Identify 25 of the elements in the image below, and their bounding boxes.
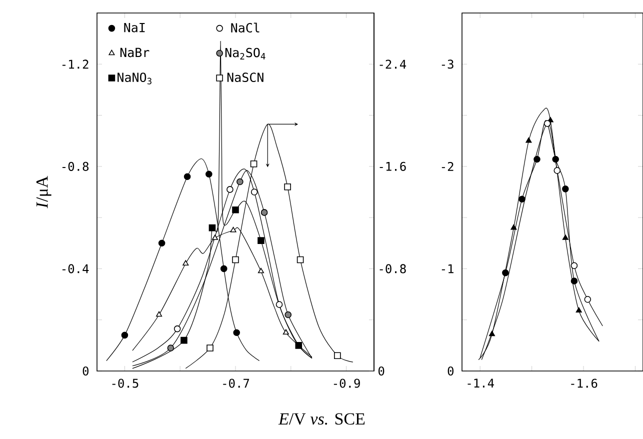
y-tick-label: -0.8 — [62, 162, 89, 171]
x-tick-label: -1.4 — [468, 378, 494, 388]
y2-tick-label: -1.6 — [380, 162, 406, 171]
y-tick-label: 0 — [448, 366, 454, 376]
legend-label: NaI — [124, 22, 145, 32]
y-tick-label: -3 — [442, 60, 454, 69]
y-tick-label: 0 — [82, 366, 88, 376]
legend-label: Na$_{2}$SO$_{4}$ — [225, 48, 266, 60]
legend-label: NaNO$_{3}$ — [118, 72, 152, 84]
y2-tick-label: 0 — [378, 366, 384, 376]
x-axis-title: E/V vs. SCE — [278, 413, 365, 425]
y2-tick-label: -0.8 — [380, 264, 406, 274]
y-tick-label: -2 — [442, 162, 454, 171]
y2-tick-label: -2.4 — [380, 60, 406, 69]
legend-label: NaCl — [231, 22, 260, 33]
x-tick-label: -1.6 — [571, 378, 598, 388]
y-axis-title: I/μA — [36, 176, 52, 208]
y-tick-label: -1 — [442, 264, 454, 274]
x-tick-label: -0.5 — [112, 378, 138, 388]
x-tick-label: -0.9 — [334, 378, 360, 388]
legend-label: NaSCN — [227, 72, 264, 82]
x-tick-label: -0.7 — [223, 378, 250, 388]
y-tick-label: -1.2 — [62, 60, 88, 69]
y-tick-label: -0.4 — [62, 264, 89, 274]
legend-label: NaBr — [120, 48, 150, 58]
